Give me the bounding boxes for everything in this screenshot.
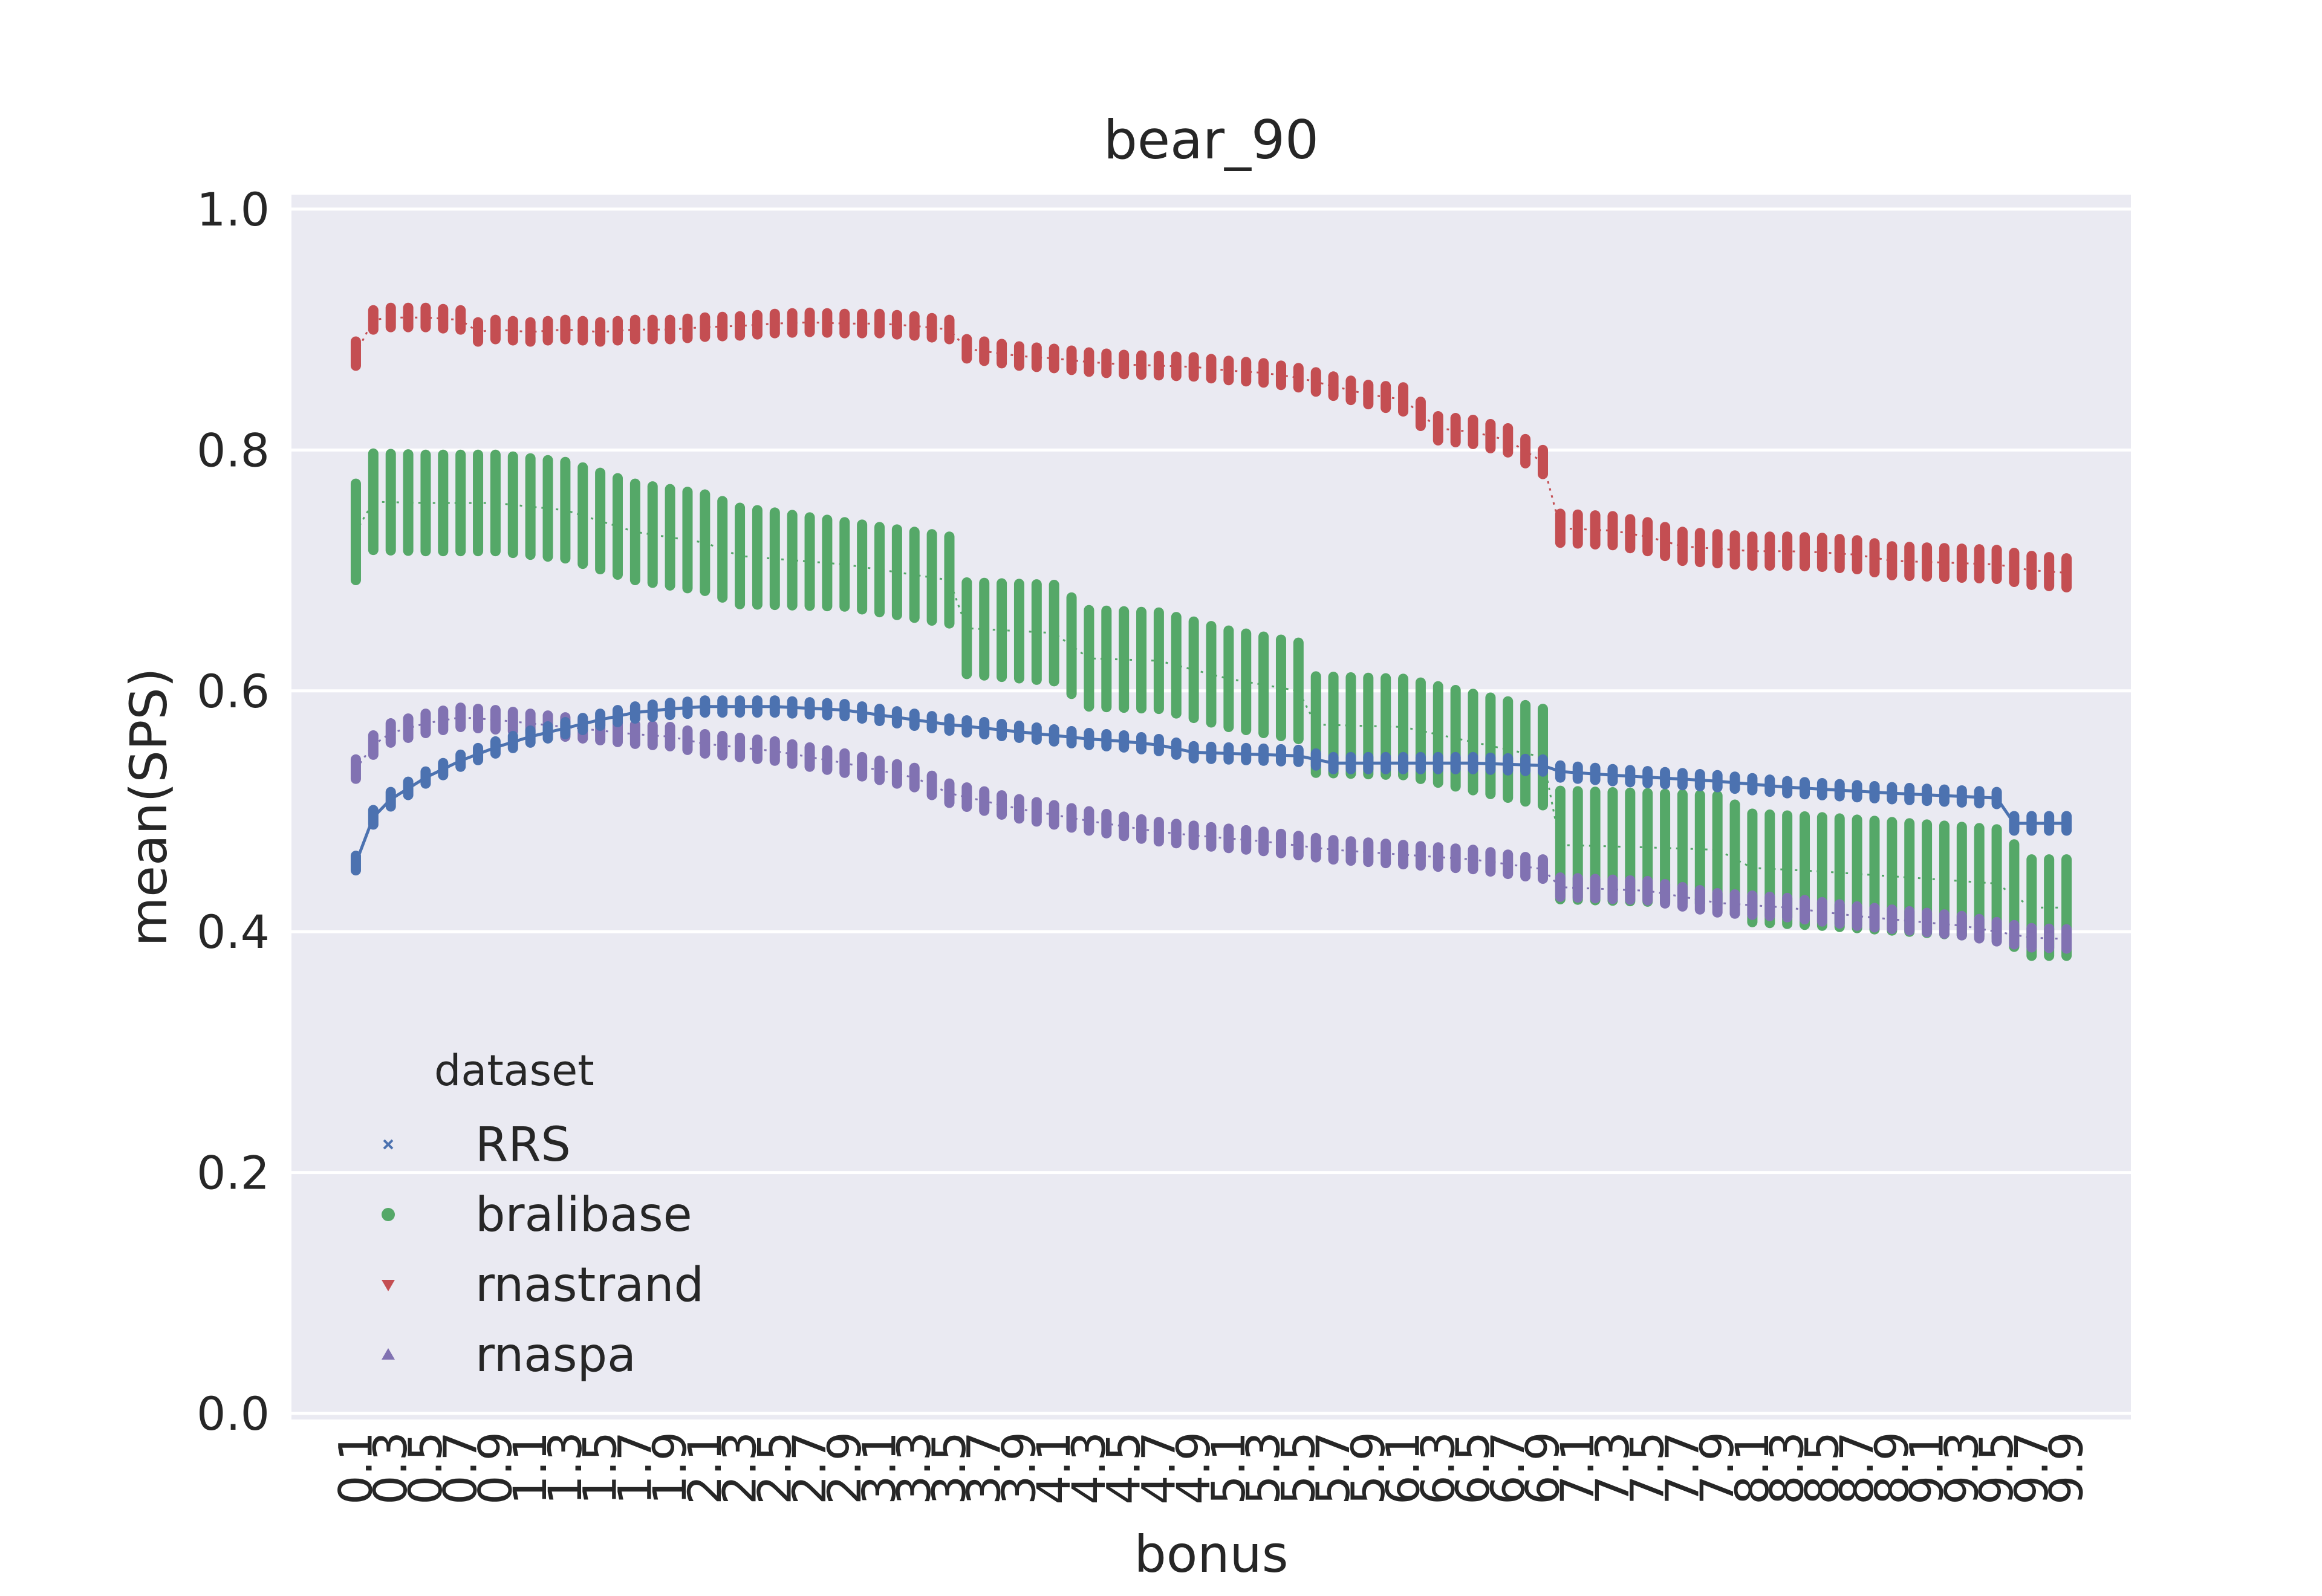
y-tick-label: 1.0: [197, 183, 270, 236]
x-tick-label: 4.7: [1131, 1432, 1185, 1505]
x-tick-label: 7.1: [1550, 1432, 1604, 1505]
legend-label-bralibase: bralibase: [475, 1188, 692, 1242]
x-tick-label: 4.9: [1166, 1432, 1220, 1505]
x-tick-label: 3.9: [992, 1432, 1046, 1505]
x-tick-label: 2.9: [818, 1432, 871, 1505]
legend-label-RRS: RRS: [475, 1118, 571, 1172]
x-tick-label: 1.5: [573, 1432, 627, 1505]
series-RRS: [350, 695, 2072, 876]
x-tick-label: 5.1: [1202, 1432, 1255, 1505]
x-tick-label: 0.5: [398, 1432, 452, 1505]
y-tick-label: 0.6: [197, 664, 270, 718]
x-tick-label: 8.9: [1865, 1432, 1919, 1505]
x-tick-label: 6.3: [1411, 1432, 1465, 1505]
x-tick-label: 1.7: [608, 1432, 662, 1505]
x-tick-label: 4.5: [1097, 1432, 1151, 1505]
chart-title: bear_90: [1104, 109, 1319, 171]
x-tick-label: 3.1: [853, 1432, 906, 1505]
legend-marker-bralibase: [382, 1208, 395, 1221]
x-tick-label: 2.1: [678, 1432, 732, 1505]
x-tick-label: 5.7: [1306, 1432, 1360, 1505]
x-tick-label: 6.9: [1515, 1432, 1569, 1505]
x-tick-label: 8.5: [1795, 1432, 1849, 1505]
x-tick-labels: 0.10.30.50.70.91.11.31.51.71.92.12.32.52…: [328, 1432, 2093, 1505]
x-tick-label: 7.7: [1655, 1432, 1709, 1505]
x-tick-label: 5.5: [1271, 1432, 1325, 1505]
x-tick-label: 3.5: [922, 1432, 976, 1505]
x-tick-label: 3.7: [957, 1432, 1011, 1505]
x-tick-label: 2.5: [747, 1432, 801, 1505]
legend-label-rnastrand: rnastrand: [475, 1258, 704, 1312]
series-rnastrand: [350, 302, 2072, 592]
x-tick-label: 5.3: [1237, 1432, 1290, 1505]
x-tick-label: 0.9: [468, 1432, 522, 1505]
series-layer: [350, 302, 2072, 961]
series-line: [355, 716, 2067, 940]
y-tick-label: 0.8: [197, 423, 270, 477]
y-tick-labels: 0.0 0.2 0.4 0.6 0.8 1.0: [197, 183, 270, 1441]
y-tick-label: 0.0: [197, 1387, 270, 1441]
x-tick-label: 2.3: [713, 1432, 767, 1505]
legend-title: dataset: [434, 1046, 594, 1095]
x-tick-label: 3.3: [887, 1432, 941, 1505]
x-tick-label: 7.5: [1621, 1432, 1674, 1505]
x-tick-label: 1.9: [643, 1432, 697, 1505]
x-tick-label: 6.5: [1446, 1432, 1500, 1505]
plot-background: [291, 195, 2131, 1419]
legend-label-rnaspa: rnaspa: [475, 1328, 636, 1383]
y-tick-label: 0.4: [197, 905, 270, 959]
x-tick-label: 7.9: [1690, 1432, 1744, 1505]
legend-marker-rnastrand: [382, 1280, 395, 1291]
y-tick-label: 0.2: [197, 1146, 270, 1200]
x-tick-label: 0.7: [434, 1432, 487, 1505]
x-tick-label: 4.3: [1062, 1432, 1116, 1505]
x-tick-label: 5.9: [1341, 1432, 1395, 1505]
y-axis-label: mean(SPS): [119, 667, 178, 946]
x-tick-label: 0.1: [328, 1432, 382, 1505]
legend-marker-RRS: [383, 1139, 394, 1150]
x-tick-label: 8.1: [1725, 1432, 1779, 1505]
x-tick-label: 8.7: [1830, 1432, 1884, 1505]
x-tick-label: 1.1: [503, 1432, 557, 1505]
x-tick-label: 9.1: [1900, 1432, 1954, 1505]
x-tick-label: 1.3: [538, 1432, 592, 1505]
x-tick-label: 9.5: [1969, 1432, 2023, 1505]
legend-marker-rnaspa: [382, 1348, 395, 1360]
x-tick-label: 2.7: [782, 1432, 836, 1505]
series-line: [355, 501, 2067, 909]
x-tick-label: 9.3: [1934, 1432, 1988, 1505]
x-tick-label: 6.1: [1376, 1432, 1430, 1505]
x-tick-label: 7.3: [1585, 1432, 1639, 1505]
x-tick-label: 8.3: [1760, 1432, 1814, 1505]
x-tick-label: 9.9: [2040, 1432, 2093, 1505]
x-axis-label: bonus: [1134, 1525, 1289, 1584]
legend: dataset RRS bralibase rnastrand rnaspa: [382, 1046, 704, 1383]
x-tick-label: 6.7: [1481, 1432, 1535, 1505]
x-tick-label: 9.7: [2005, 1432, 2058, 1505]
x-tick-label: 4.1: [1027, 1432, 1081, 1505]
x-tick-label: 0.3: [363, 1432, 417, 1505]
